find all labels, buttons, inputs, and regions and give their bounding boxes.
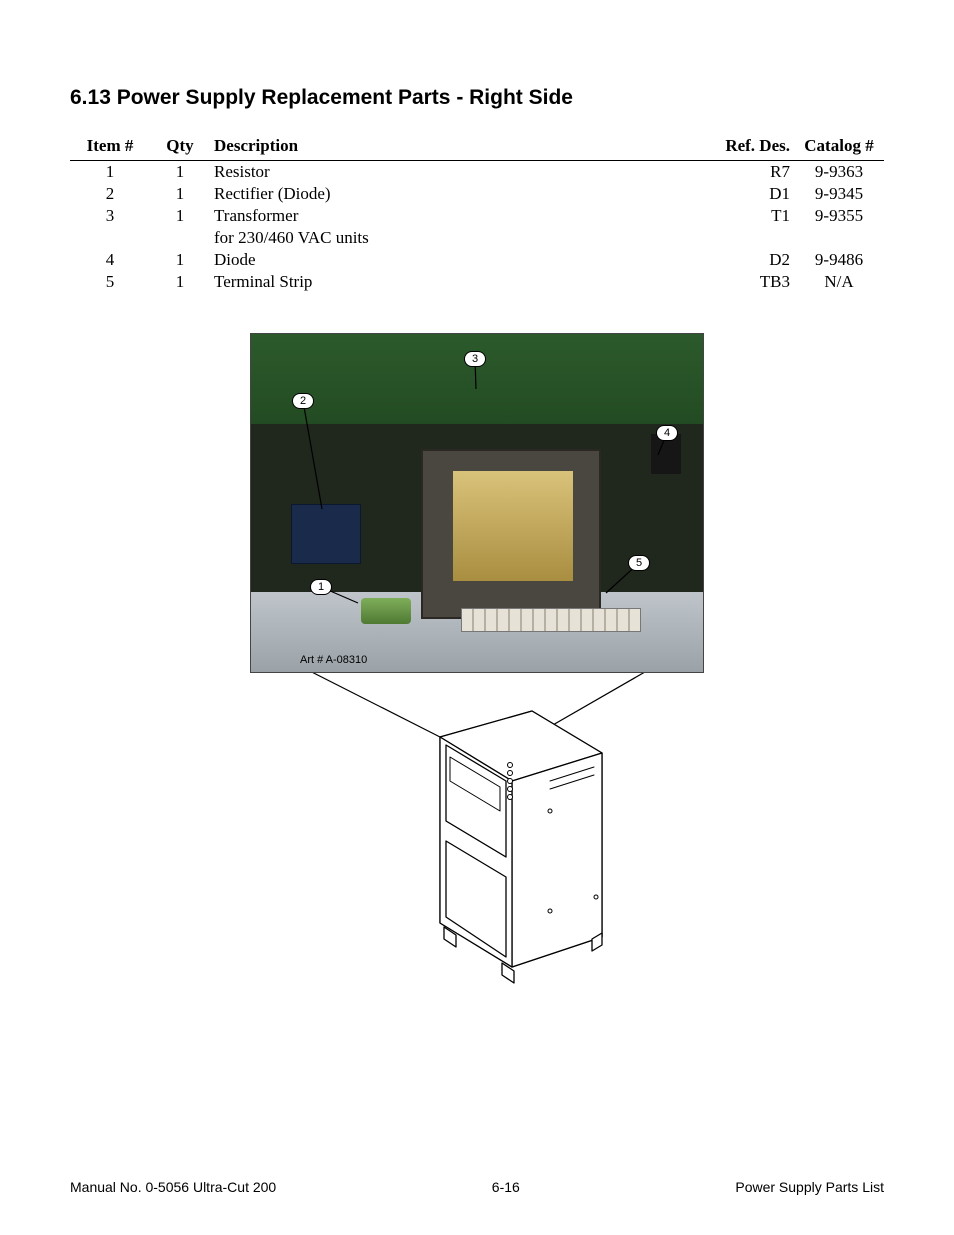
cell-cat: 9-9486	[794, 249, 884, 271]
cell-desc: Diode	[210, 249, 704, 271]
cell-qty: 1	[150, 183, 210, 205]
col-refdes: Ref. Des.	[704, 134, 794, 161]
cabinet-projection	[250, 661, 704, 991]
table-row: 41DiodeD29-9486	[70, 249, 884, 271]
cell-desc-sub: for 230/460 VAC units	[210, 227, 704, 249]
cell-cat: 9-9345	[794, 183, 884, 205]
cell-desc: Terminal Strip	[210, 271, 704, 293]
table-row: 31TransformerT19-9355	[70, 205, 884, 227]
cell-ref: R7	[704, 161, 794, 184]
col-catalog: Catalog #	[794, 134, 884, 161]
footer-right: Power Supply Parts List	[735, 1179, 884, 1195]
cell-item: 5	[70, 271, 150, 293]
footer-left: Manual No. 0-5056 Ultra-Cut 200	[70, 1179, 276, 1195]
col-item: Item #	[70, 134, 150, 161]
table-header-row: Item # Qty Description Ref. Des. Catalog…	[70, 134, 884, 161]
cell-qty: 1	[150, 205, 210, 227]
cell-ref: T1	[704, 205, 794, 227]
cell-cat: N/A	[794, 271, 884, 293]
photo-callout-wrap: 12345	[250, 333, 704, 673]
cell-cat: 9-9355	[794, 205, 884, 227]
photo-placeholder	[250, 333, 704, 673]
figure-area: 12345	[70, 333, 884, 991]
cell-qty: 1	[150, 161, 210, 184]
table-row-sub: for 230/460 VAC units	[70, 227, 884, 249]
table-row: 21Rectifier (Diode)D19-9345	[70, 183, 884, 205]
page-footer: Manual No. 0-5056 Ultra-Cut 200 6-16 Pow…	[70, 1179, 884, 1195]
table-row: 11ResistorR79-9363	[70, 161, 884, 184]
col-qty: Qty	[150, 134, 210, 161]
cell-ref: D1	[704, 183, 794, 205]
cell-cat: 9-9363	[794, 161, 884, 184]
cell-item: 2	[70, 183, 150, 205]
cell-qty: 1	[150, 249, 210, 271]
cell-item: 1	[70, 161, 150, 184]
table-row: 51Terminal StripTB3N/A	[70, 271, 884, 293]
footer-center: 6-16	[492, 1179, 520, 1195]
cell-qty: 1	[150, 271, 210, 293]
col-desc: Description	[210, 134, 704, 161]
cell-desc: Transformer	[210, 205, 704, 227]
art-number: Art # A-08310	[300, 654, 367, 666]
cell-desc: Rectifier (Diode)	[210, 183, 704, 205]
parts-table: Item # Qty Description Ref. Des. Catalog…	[70, 134, 884, 293]
parts-table-body: 11ResistorR79-936321Rectifier (Diode)D19…	[70, 161, 884, 294]
section-heading: 6.13 Power Supply Replacement Parts - Ri…	[70, 86, 884, 110]
cell-item: 4	[70, 249, 150, 271]
cell-ref: D2	[704, 249, 794, 271]
cell-ref: TB3	[704, 271, 794, 293]
cell-item: 3	[70, 205, 150, 227]
cell-desc: Resistor	[210, 161, 704, 184]
